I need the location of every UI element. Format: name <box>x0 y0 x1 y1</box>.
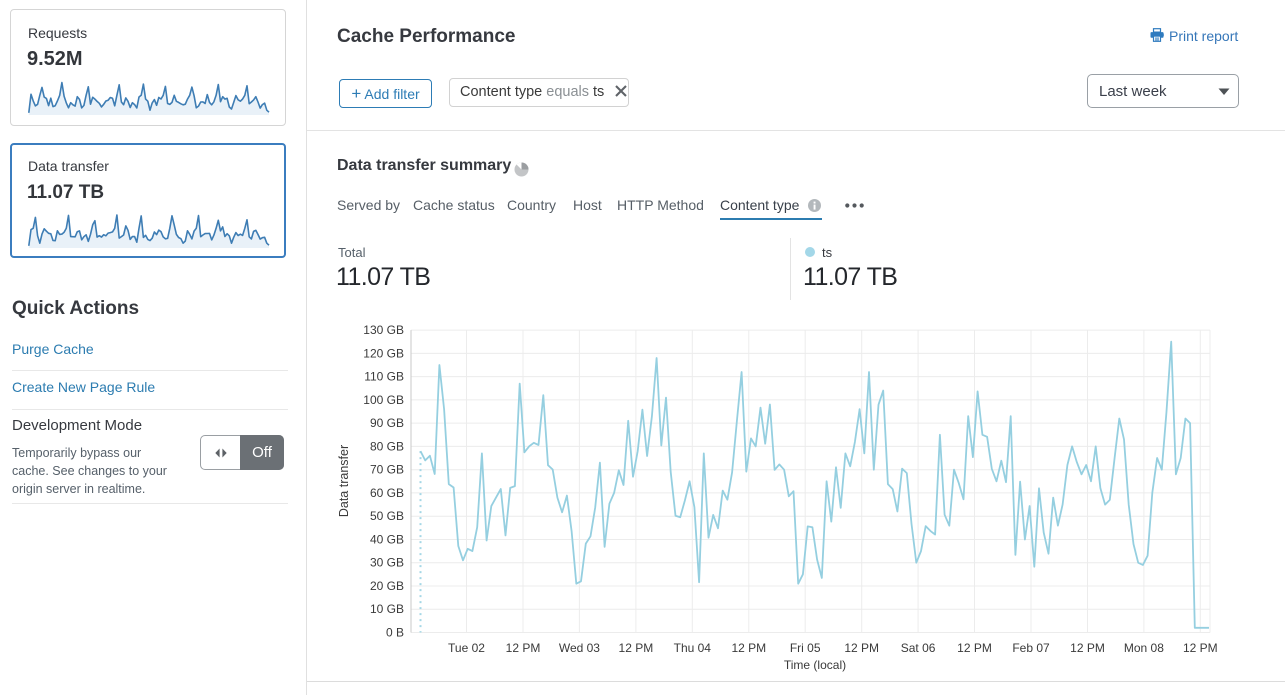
svg-text:Tue 02: Tue 02 <box>448 641 485 655</box>
svg-text:60 GB: 60 GB <box>370 486 404 500</box>
svg-text:12 PM: 12 PM <box>731 641 766 655</box>
svg-text:90 GB: 90 GB <box>370 416 404 430</box>
svg-text:0 B: 0 B <box>386 626 404 640</box>
svg-text:Fri 05: Fri 05 <box>790 641 821 655</box>
svg-text:Wed 03: Wed 03 <box>559 641 600 655</box>
svg-text:12 PM: 12 PM <box>1070 641 1105 655</box>
svg-text:12 PM: 12 PM <box>619 641 654 655</box>
svg-text:Thu 04: Thu 04 <box>674 641 712 655</box>
svg-text:Time (local): Time (local) <box>784 658 846 672</box>
svg-text:80 GB: 80 GB <box>370 439 404 453</box>
svg-text:130 GB: 130 GB <box>363 323 404 337</box>
svg-text:50 GB: 50 GB <box>370 509 404 523</box>
svg-text:12 PM: 12 PM <box>957 641 992 655</box>
svg-text:10 GB: 10 GB <box>370 602 404 616</box>
svg-text:70 GB: 70 GB <box>370 463 404 477</box>
svg-text:Data transfer: Data transfer <box>337 445 351 517</box>
svg-text:40 GB: 40 GB <box>370 533 404 547</box>
svg-text:12 PM: 12 PM <box>1183 641 1218 655</box>
svg-text:12 PM: 12 PM <box>844 641 879 655</box>
svg-text:Mon 08: Mon 08 <box>1124 641 1164 655</box>
svg-text:100 GB: 100 GB <box>363 393 404 407</box>
svg-text:20 GB: 20 GB <box>370 579 404 593</box>
svg-text:Sat 06: Sat 06 <box>901 641 936 655</box>
svg-text:Feb 07: Feb 07 <box>1012 641 1050 655</box>
svg-text:30 GB: 30 GB <box>370 556 404 570</box>
svg-text:110 GB: 110 GB <box>364 370 404 384</box>
svg-text:12 PM: 12 PM <box>506 641 541 655</box>
svg-text:120 GB: 120 GB <box>363 346 404 360</box>
